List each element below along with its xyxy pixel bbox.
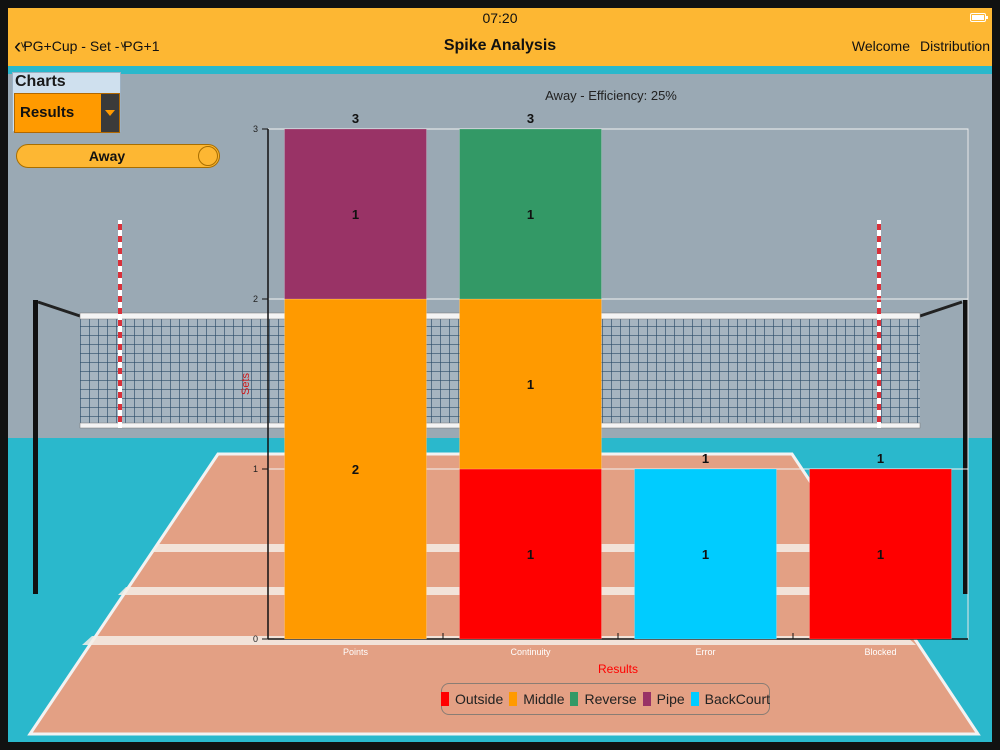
bar-segment xyxy=(634,468,777,640)
x-tick-label: Blocked xyxy=(864,647,896,657)
legend-swatch xyxy=(690,692,699,706)
legend-item: Middle xyxy=(509,691,564,707)
charts-panel: Charts Results xyxy=(12,72,121,133)
segment-value-label: 1 xyxy=(702,547,709,562)
clock: 07:20 xyxy=(482,10,518,26)
charts-label: Charts xyxy=(15,73,66,90)
x-tick-label: Error xyxy=(696,647,716,657)
team-toggle-label: Away xyxy=(88,148,126,164)
segment-value-label: 1 xyxy=(527,207,534,222)
back-button-label: ͮPG+Cup - Set - ͮPG+1 xyxy=(23,38,160,54)
header-divider xyxy=(8,66,992,74)
app-window: 07:20 ‹ ͮPG+Cup - Set - ͮPG+1 Spike Anal… xyxy=(8,8,992,742)
bar-segment xyxy=(459,298,602,470)
y-axis-label: Sets xyxy=(240,372,252,395)
bar-segment xyxy=(284,298,427,640)
y-tick-label: 3 xyxy=(253,124,258,134)
bar-total-label: 1 xyxy=(702,451,709,466)
legend-item: Pipe xyxy=(642,691,685,707)
legend-swatch xyxy=(570,692,579,706)
chevron-down-icon xyxy=(105,110,115,116)
segment-value-label: 1 xyxy=(352,207,359,222)
legend-swatch xyxy=(642,692,651,706)
legend-label: Middle xyxy=(523,691,565,707)
legend-item: BackCourt xyxy=(690,691,771,707)
team-toggle[interactable]: Away xyxy=(16,144,220,168)
bar-segment xyxy=(459,468,602,640)
legend-label: Pipe xyxy=(656,691,685,707)
stacked-bar-chart: 0 1 2 3 2 1 3 Points 1 1 1 3 Continuity 1 1 Error 1 1 Bloc… xyxy=(240,111,969,676)
navigation-bar: ‹ ͮPG+Cup - Set - ͮPG+1 Spike Analysis W… xyxy=(8,28,992,66)
page-title: Spike Analysis xyxy=(443,37,557,54)
x-axis-label: Results xyxy=(598,662,638,676)
segment-value-label: 1 xyxy=(527,377,534,392)
chart-legend: Outside Middle Reverse Pipe BackCourt xyxy=(440,683,771,715)
bar-segment xyxy=(284,128,427,300)
bar-segment xyxy=(459,128,602,300)
distribution-link[interactable]: Distribution xyxy=(919,38,990,54)
y-tick-label: 2 xyxy=(253,294,258,304)
bar-segment xyxy=(809,468,952,640)
legend-label: BackCourt xyxy=(704,691,771,707)
back-button[interactable]: ‹ ͮPG+Cup - Set - ͮPG+1 xyxy=(14,33,160,58)
legend-label: Reverse xyxy=(584,691,637,707)
welcome-link[interactable]: Welcome xyxy=(851,38,910,54)
y-tick-label: 1 xyxy=(253,464,258,474)
bar-total-label: 3 xyxy=(527,111,534,126)
bar-total-label: 3 xyxy=(352,111,359,126)
segment-value-label: 1 xyxy=(527,547,534,562)
chart-title: Away - Efficiency: 25% xyxy=(545,88,677,103)
chart-type-select[interactable]: Results xyxy=(14,93,120,133)
chevron-left-icon: ‹ xyxy=(14,33,22,58)
legend-item: Outside xyxy=(440,691,504,707)
legend-label: Outside xyxy=(454,691,504,707)
x-tick-label: Continuity xyxy=(510,647,551,657)
segment-value-label: 1 xyxy=(877,547,884,562)
segment-value-label: 2 xyxy=(352,462,359,477)
legend-item: Reverse xyxy=(570,691,637,707)
bar-total-label: 1 xyxy=(877,451,884,466)
y-tick-label: 0 xyxy=(253,634,258,644)
dropdown-arrow xyxy=(101,94,119,132)
x-tick-label: Points xyxy=(343,647,369,657)
battery-icon xyxy=(970,13,988,22)
legend-swatch xyxy=(440,692,449,706)
status-bar: 07:20 xyxy=(8,8,992,28)
chart-type-value: Results xyxy=(20,104,75,121)
legend-swatch xyxy=(509,692,518,706)
toggle-knob xyxy=(198,146,218,166)
